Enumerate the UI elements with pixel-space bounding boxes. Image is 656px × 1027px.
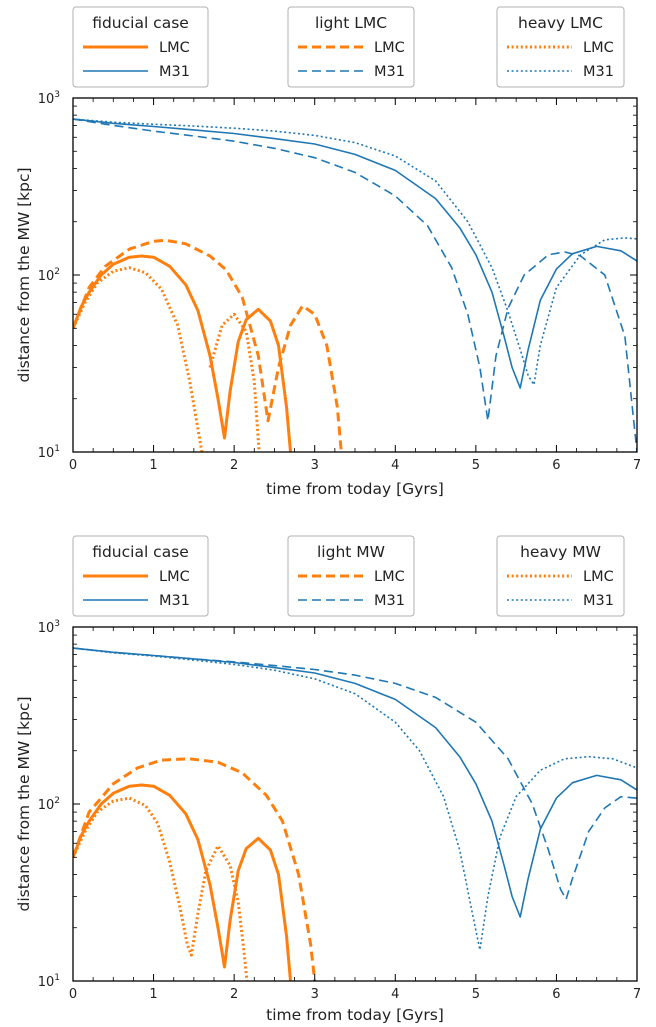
x-tick-label: 4	[391, 458, 399, 473]
x-tick-label: 2	[230, 987, 238, 1002]
y-tick-exponent: 1	[54, 973, 60, 983]
legend-solid: fiducial case LMC M31	[72, 535, 209, 617]
legend-entry-lmc: LMC	[159, 569, 190, 585]
y-tick-base: 10	[38, 269, 55, 284]
legend-entry-lmc: LMC	[583, 40, 614, 56]
legend-box	[287, 535, 415, 617]
y-tick-exponent: 3	[54, 619, 60, 629]
plot-frame	[72, 626, 638, 982]
series-line-lmc-dashed	[73, 238, 343, 452]
x-tick-label: 6	[552, 458, 560, 473]
x-tick-label: 6	[552, 987, 560, 1002]
series-line-m31-dashed	[73, 118, 637, 452]
legend-entry-lmc: LMC	[583, 569, 614, 585]
plot-frame	[72, 97, 638, 453]
legend-title: fiducial case	[92, 14, 189, 32]
y-tick-label: 101	[38, 973, 60, 990]
y-tick-exponent: 3	[54, 90, 60, 100]
series-line-m31-solid	[73, 647, 637, 918]
x-tick-label: 0	[69, 458, 77, 473]
legend-title: light LMC	[315, 14, 387, 32]
legend-title: heavy MW	[520, 543, 601, 561]
x-tick-label: 5	[472, 458, 480, 473]
legend-dashed: light MW LMC M31	[287, 535, 415, 617]
legend-title: fiducial case	[92, 543, 189, 561]
series-line-m31-solid	[73, 118, 637, 389]
y-tick-base: 10	[38, 798, 55, 813]
legend-dashed: light LMC LMC M31	[287, 6, 415, 88]
legend-entry-m31: M31	[374, 593, 405, 609]
legend-entry-m31: M31	[159, 593, 190, 609]
series-line-lmc-solid	[73, 254, 292, 452]
legend-box	[287, 6, 415, 88]
series-line-m31-dashed	[73, 647, 637, 900]
y-tick-base: 10	[38, 975, 55, 990]
y-tick-label: 103	[38, 619, 60, 636]
legend-dotted: heavy LMC LMC M31	[496, 6, 625, 88]
series-line-m31-dotted	[73, 118, 637, 386]
x-tick-label: 7	[633, 458, 641, 473]
legend-dotted: heavy MW LMC M31	[496, 535, 625, 617]
y-tick-exponent: 1	[54, 444, 60, 454]
y-tick-label: 101	[38, 444, 60, 461]
legend-box	[496, 6, 625, 88]
series-line-lmc-dotted	[73, 266, 204, 452]
legend-entry-m31: M31	[374, 64, 405, 80]
series-line-lmc-solid	[73, 783, 292, 981]
series-line-lmc-dotted	[208, 312, 261, 452]
series-group	[73, 647, 637, 981]
series-line-lmc-dashed	[73, 757, 317, 981]
x-tick-label: 5	[472, 987, 480, 1002]
y-tick-label: 103	[38, 90, 60, 107]
series-line-lmc-dotted	[73, 796, 249, 981]
x-tick-label: 1	[149, 987, 157, 1002]
legend-box	[496, 535, 625, 617]
legend-entry-m31: M31	[159, 64, 190, 80]
x-axis-label: time from today [Gyrs]	[266, 1006, 444, 1024]
x-tick-label: 7	[633, 987, 641, 1002]
y-tick-base: 10	[38, 446, 55, 461]
y-axis-label: distance from the MW [kpc]	[15, 167, 33, 382]
legend-entry-lmc: LMC	[374, 569, 405, 585]
legend-entry-lmc: LMC	[374, 40, 405, 56]
legend-solid: fiducial case LMC M31	[72, 6, 209, 88]
x-tick-label: 2	[230, 458, 238, 473]
y-tick-exponent: 2	[54, 796, 60, 806]
legend-entry-m31: M31	[583, 64, 614, 80]
legend-title: light MW	[317, 543, 385, 561]
y-tick-base: 10	[38, 92, 55, 107]
y-axis-label: distance from the MW [kpc]	[15, 696, 33, 911]
x-axis-label: time from today [Gyrs]	[266, 480, 444, 498]
legend-entry-lmc: LMC	[159, 40, 190, 56]
x-tick-label: 3	[311, 987, 319, 1002]
y-tick-base: 10	[38, 621, 55, 636]
y-tick-exponent: 2	[54, 267, 60, 277]
x-tick-label: 4	[391, 987, 399, 1002]
x-tick-label: 3	[311, 458, 319, 473]
series-group	[73, 118, 637, 452]
series-line-m31-dotted	[73, 647, 637, 951]
x-tick-label: 1	[149, 458, 157, 473]
legend-title: heavy LMC	[518, 14, 603, 32]
y-tick-label: 102	[38, 796, 60, 813]
y-tick-label: 102	[38, 267, 60, 284]
x-tick-label: 0	[69, 987, 77, 1002]
legend-entry-m31: M31	[583, 593, 614, 609]
